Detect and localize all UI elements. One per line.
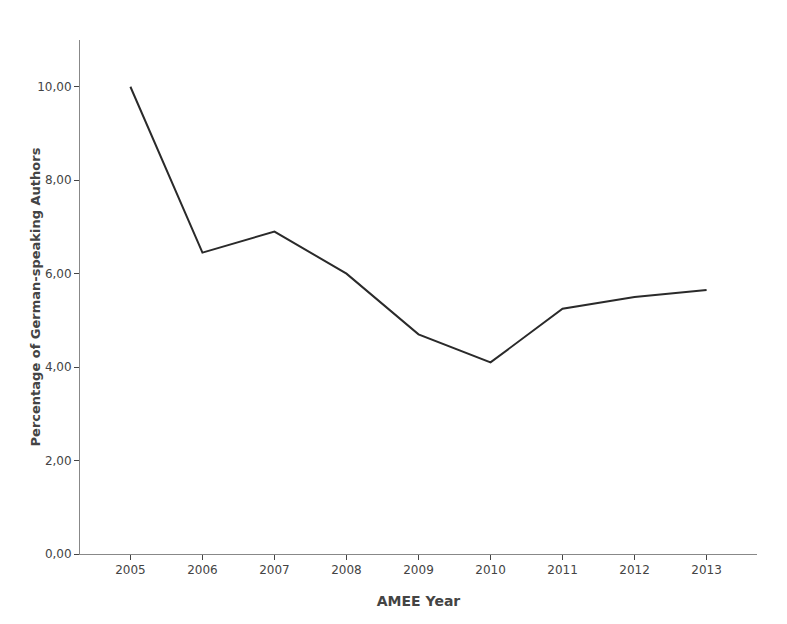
svg-text:2013: 2013 (691, 563, 722, 577)
svg-text:6,00: 6,00 (45, 267, 72, 281)
svg-text:2005: 2005 (115, 563, 146, 577)
svg-text:AMEE Year: AMEE Year (377, 593, 461, 609)
svg-text:4,00: 4,00 (45, 360, 72, 374)
svg-text:2011: 2011 (547, 563, 578, 577)
svg-text:0,00: 0,00 (45, 547, 72, 561)
svg-text:8,00: 8,00 (45, 173, 72, 187)
svg-text:Percentage of German-speaking: Percentage of German-speaking Authors (28, 147, 43, 446)
svg-text:2006: 2006 (187, 563, 218, 577)
svg-text:2010: 2010 (475, 563, 506, 577)
svg-text:2,00: 2,00 (45, 454, 72, 468)
svg-text:2009: 2009 (403, 563, 434, 577)
svg-text:2008: 2008 (331, 563, 362, 577)
svg-text:2012: 2012 (619, 563, 650, 577)
svg-text:2007: 2007 (259, 563, 290, 577)
svg-text:10,00: 10,00 (37, 80, 71, 94)
